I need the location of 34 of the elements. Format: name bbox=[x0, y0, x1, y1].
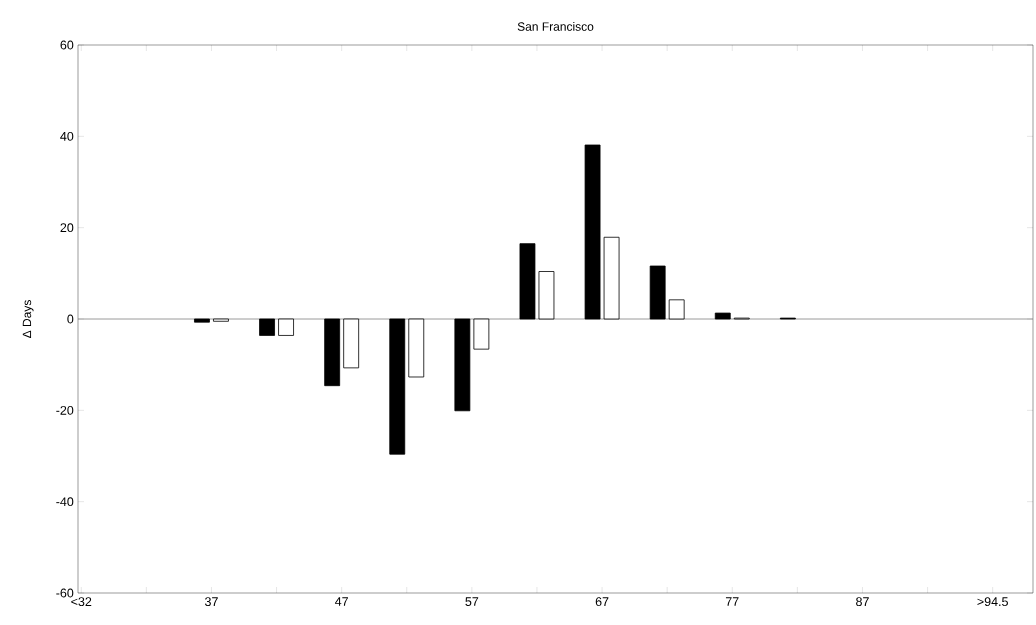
bar bbox=[454, 318, 471, 412]
bar bbox=[538, 271, 555, 320]
x-tick-label: 37 bbox=[204, 597, 218, 607]
bar bbox=[194, 318, 210, 323]
x-tick-label: 67 bbox=[595, 597, 609, 607]
x-tick-label: <32 bbox=[71, 597, 92, 607]
x-tick-label: 57 bbox=[465, 597, 479, 606]
bar bbox=[408, 318, 425, 378]
x-tick-label: 47 bbox=[334, 597, 348, 606]
x-tick-label: >94.5 bbox=[977, 597, 1008, 607]
bar bbox=[473, 318, 490, 350]
bar bbox=[259, 318, 275, 336]
bar bbox=[213, 318, 229, 322]
bar bbox=[649, 265, 666, 320]
x-tick-label: 87 bbox=[856, 597, 869, 607]
x-tick-label: 77 bbox=[725, 597, 739, 606]
bar bbox=[324, 318, 341, 387]
y-tick-label: 40 bbox=[60, 131, 74, 141]
y-tick-label: 0 bbox=[67, 314, 74, 324]
bar bbox=[519, 243, 536, 320]
bar bbox=[389, 318, 406, 455]
bar bbox=[584, 144, 601, 320]
bar bbox=[603, 236, 620, 320]
bar bbox=[278, 318, 294, 336]
y-tick-label: 60 bbox=[60, 40, 74, 50]
y-tick-label: -40 bbox=[56, 497, 74, 507]
chart-title: San Francisco bbox=[517, 22, 594, 31]
bar bbox=[343, 318, 360, 369]
y-tick-label: -60 bbox=[56, 588, 74, 598]
bar bbox=[668, 299, 685, 320]
bar bbox=[714, 312, 731, 320]
y-tick-label: 20 bbox=[60, 223, 74, 233]
y-axis-title: Δ Days bbox=[22, 300, 34, 338]
y-tick-label: -20 bbox=[56, 405, 74, 415]
